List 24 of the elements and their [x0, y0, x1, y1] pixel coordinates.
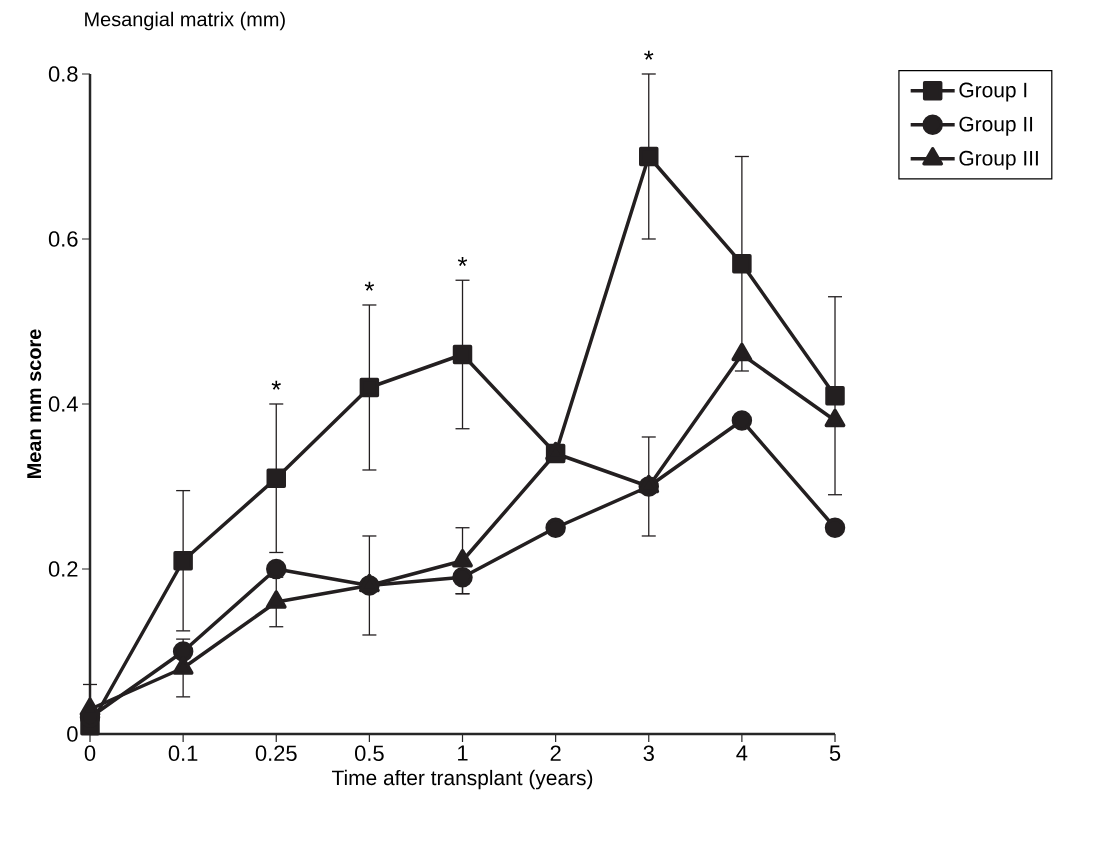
legend-label: Group I — [959, 82, 1027, 102]
x-tick-label: 0.1 — [168, 745, 198, 762]
annotation: * — [271, 380, 281, 390]
x-tick-label: 0.25 — [255, 745, 297, 762]
x-tick-label: 0.5 — [355, 745, 384, 762]
x-tick-label: 3 — [643, 745, 654, 762]
x-tick-label: 4 — [736, 745, 748, 761]
annotation: * — [364, 281, 375, 291]
chart-title: Mesangial matrix (mm) — [85, 11, 285, 31]
x-tick-label: 0 — [84, 745, 96, 762]
x-tick-label: 5 — [829, 745, 841, 761]
y-tick-label: 0.6 — [48, 231, 78, 247]
x-tick-label: 1 — [458, 745, 468, 761]
legend-label: Group III — [959, 150, 1038, 170]
y-tick-label: 0 — [67, 726, 78, 742]
y-tick-label: 0.4 — [48, 396, 78, 412]
annotation: * — [644, 50, 654, 60]
y-tick-label: 0.8 — [48, 66, 78, 82]
legend-label: Group II — [959, 116, 1033, 136]
x-tick-label: 2 — [550, 745, 561, 761]
y-tick-label: 0.2 — [48, 561, 78, 577]
x-axis-title: Time after transplant (years) — [331, 769, 593, 790]
y-axis-title: Mean mm score — [27, 329, 42, 478]
annotation: * — [457, 256, 468, 266]
